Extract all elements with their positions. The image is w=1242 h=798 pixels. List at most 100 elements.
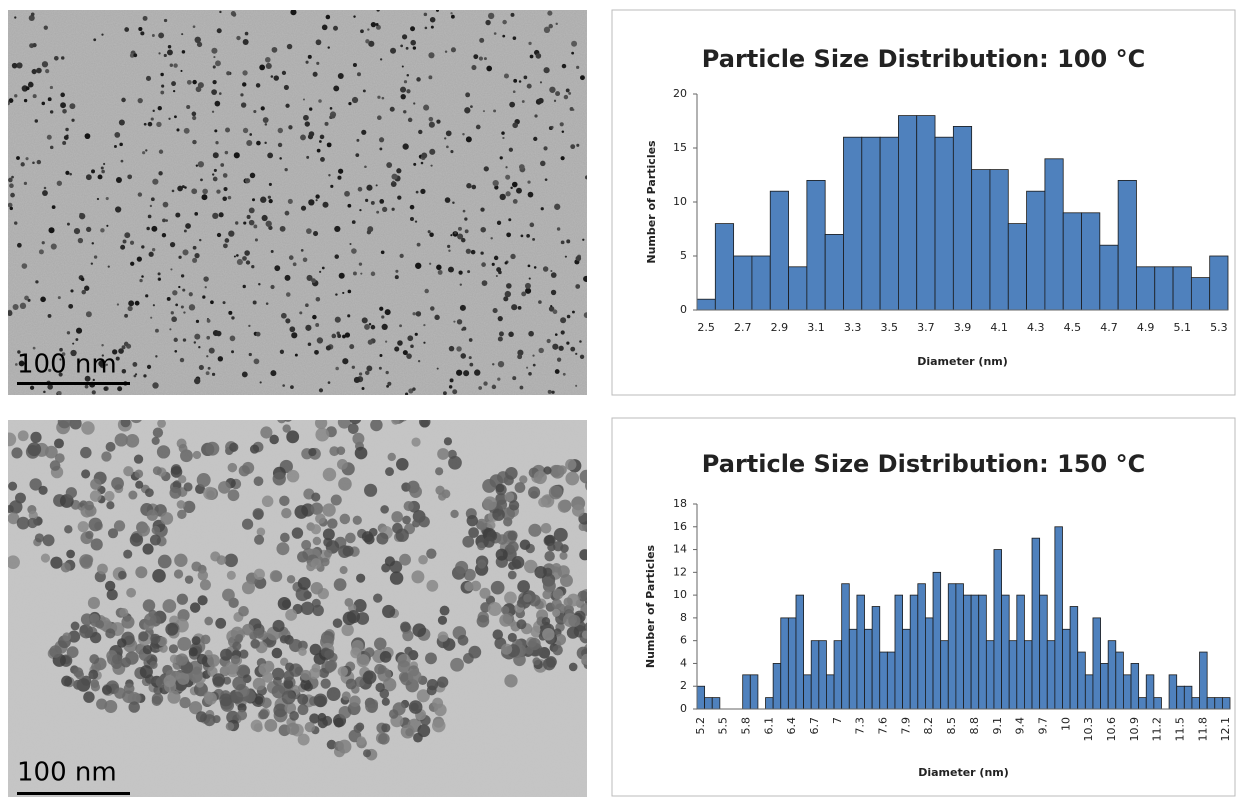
particle (379, 58, 383, 61)
bar (940, 640, 949, 710)
particle (267, 403, 277, 413)
particle (14, 363, 18, 366)
bar (1191, 697, 1200, 710)
particle (331, 114, 336, 119)
particle (379, 147, 383, 151)
bar (1221, 697, 1231, 710)
particle (361, 129, 367, 135)
particle (318, 99, 322, 103)
particle (212, 176, 218, 182)
particle (128, 300, 135, 307)
particle (192, 139, 197, 145)
particle (553, 99, 557, 102)
particle (144, 613, 157, 626)
particle (176, 128, 180, 132)
particle (483, 166, 489, 172)
particle (337, 420, 351, 429)
tem-image (8, 10, 587, 395)
particle (267, 195, 272, 199)
particle (260, 426, 273, 439)
bar (1206, 697, 1216, 710)
particle (588, 627, 597, 636)
particle (316, 61, 320, 65)
particle (547, 543, 556, 552)
particle (491, 262, 495, 266)
particle (214, 100, 221, 107)
particle (420, 161, 424, 165)
y-tick-label: 0 (680, 702, 687, 715)
particle (297, 733, 310, 746)
particle (57, 390, 62, 395)
particle (389, 399, 402, 412)
particle (468, 527, 479, 538)
particle (355, 153, 360, 157)
particle (511, 181, 518, 188)
particle (195, 164, 198, 167)
bar (806, 179, 826, 311)
particle (149, 660, 158, 669)
particle (504, 467, 518, 480)
bar (1100, 663, 1109, 710)
particle (34, 533, 44, 543)
particle (232, 641, 242, 651)
particle (104, 580, 116, 592)
particle (389, 571, 404, 585)
particle (375, 682, 385, 693)
particle (495, 548, 508, 561)
particle (213, 168, 217, 172)
particle (48, 227, 55, 234)
particle (358, 372, 363, 376)
particle (11, 62, 18, 69)
particle (458, 270, 463, 275)
particle (27, 517, 38, 529)
particle (142, 543, 154, 555)
particle (106, 224, 109, 227)
particle (174, 115, 177, 119)
particle (416, 689, 430, 703)
particle (376, 210, 380, 214)
particle (447, 266, 454, 273)
particle (508, 218, 512, 222)
particle (492, 363, 495, 366)
particle (8, 555, 20, 570)
particle (512, 376, 517, 381)
particle (339, 513, 351, 525)
particle (542, 590, 552, 600)
y-tick-label: 14 (673, 543, 687, 556)
particle (481, 262, 486, 267)
particle (177, 185, 183, 192)
particle (253, 109, 257, 114)
particle (91, 169, 96, 174)
bar (978, 594, 987, 710)
particle (359, 208, 362, 212)
particle (254, 696, 264, 705)
particle (165, 219, 168, 222)
particle (96, 197, 100, 201)
particle (170, 311, 174, 315)
particle (351, 220, 356, 224)
particle (483, 496, 497, 511)
particle (306, 155, 310, 159)
particle (528, 637, 541, 651)
particle (189, 602, 201, 613)
bar (947, 583, 957, 710)
particle (412, 519, 421, 528)
particle (435, 467, 444, 476)
particle (146, 364, 152, 370)
particle (480, 207, 485, 212)
particle (542, 628, 555, 641)
particle (47, 97, 52, 102)
particle (303, 114, 309, 121)
x-tick-label: 7.6 (877, 717, 890, 735)
particle (465, 248, 471, 254)
particle (25, 86, 30, 91)
particle (370, 420, 383, 432)
particle (312, 604, 324, 617)
particle (603, 559, 613, 569)
particle (528, 486, 541, 499)
particle (75, 338, 79, 341)
particle (402, 350, 408, 356)
particle (333, 85, 340, 92)
particle (91, 661, 102, 672)
particle (205, 441, 220, 456)
